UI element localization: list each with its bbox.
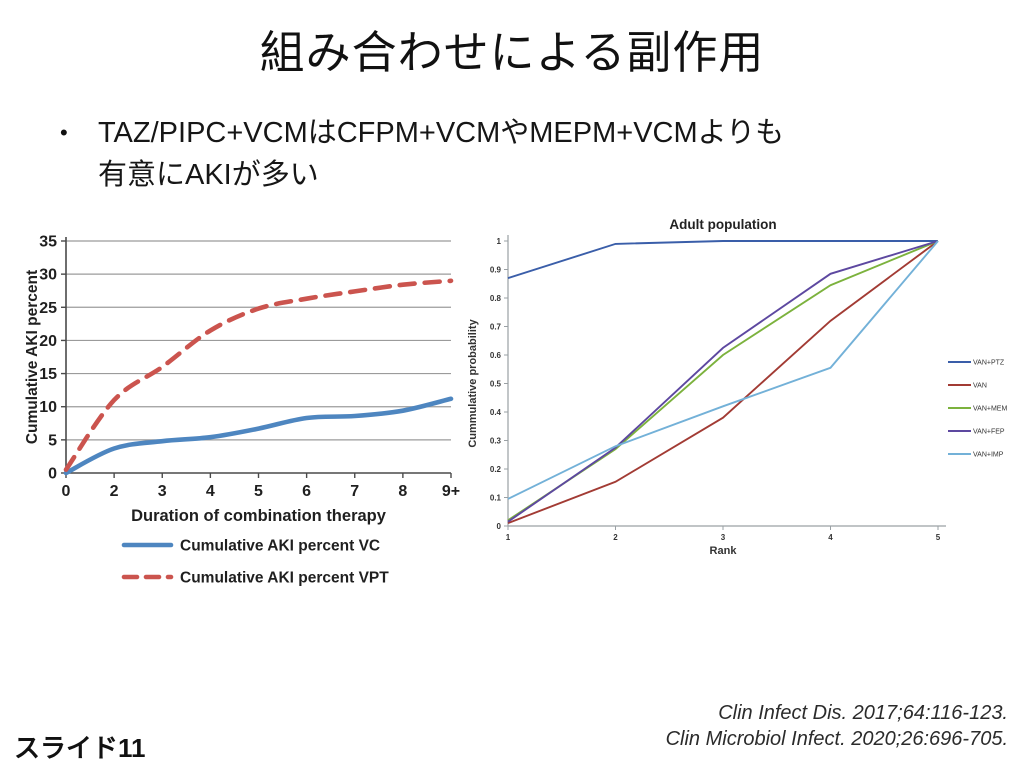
y-tick-label: 0.6 — [490, 351, 502, 360]
bullet-line-1: TAZ/PIPC+VCMはCFPM+VCMやMEPM+VCMよりも — [98, 117, 785, 149]
x-tick-label: 5 — [254, 483, 263, 500]
x-tick-label: 4 — [828, 533, 833, 542]
y-tick-label: 0.5 — [490, 380, 502, 389]
legend-label: VAN — [973, 383, 987, 390]
bullet-item: • TAZ/PIPC+VCMはCFPM+VCMやMEPM+VCMよりも 有意にA… — [60, 112, 784, 196]
citation-line-2: Clin Microbiol Infect. 2020;26:696-705. — [665, 728, 1008, 750]
x-tick-label: 8 — [398, 483, 407, 500]
series-line — [507, 240, 939, 524]
y-tick-label: 0.8 — [490, 294, 502, 303]
x-axis-title: Duration of combination therapy — [131, 507, 387, 525]
aki-duration-chart: 0 5 10 15 20 25 30 35 0 2 3 4 5 6 7 8 9+ Duration of comb… — [24, 231, 464, 605]
y-tick-label: 35 — [39, 234, 57, 251]
x-tick-label: 3 — [158, 483, 167, 500]
x-tick-label: 6 — [302, 483, 311, 500]
series-line — [63, 396, 454, 476]
series-line — [507, 240, 939, 500]
y-tick-label: 10 — [39, 399, 57, 416]
y-tick-label: 30 — [39, 267, 57, 284]
y-tick-label: 25 — [39, 300, 57, 317]
x-tick-label: 5 — [936, 533, 941, 542]
legend-label: VAN+FEP — [973, 429, 1005, 436]
x-tick-label: 9+ — [442, 483, 460, 500]
y-tick-label: 0.1 — [490, 494, 502, 503]
slide-title: 組み合わせによる副作用 — [259, 27, 765, 78]
y-tick-label: 20 — [39, 333, 57, 350]
y-tick-label: 15 — [39, 366, 57, 383]
y-tick-label: 5 — [48, 432, 57, 449]
y-axis-title: Cummulative probability — [467, 318, 479, 447]
series-line — [63, 278, 454, 472]
y-tick-label: 0 — [48, 466, 57, 483]
y-tick-label: 0.2 — [490, 465, 502, 474]
adult-population-rank-chart-svg: Adult population 0 0.1 0.2 0.3 0.4 0.5 0.6 0.7 0.… — [467, 217, 1007, 557]
x-tick-label: 0 — [62, 483, 71, 500]
citation-line-1: Clin Infect Dis. 2017;64:116-123. — [718, 702, 1008, 724]
bullet-line-2: 有意にAKIが多い — [98, 159, 319, 191]
bullet-icon: • — [60, 120, 68, 145]
legend-label: Cumulative AKI percent VPT — [180, 570, 389, 587]
x-tick-label: 2 — [110, 483, 119, 500]
x-tick-label: 7 — [350, 483, 359, 500]
y-axis-title: Cumulative AKI percent — [24, 270, 41, 444]
aki-duration-chart-svg: 0 5 10 15 20 25 30 35 0 2 3 4 5 6 7 8 9+ Duration of comb… — [24, 234, 460, 587]
y-tick-label: 0.7 — [490, 323, 502, 332]
adult-population-rank-chart: Adult population 0 0.1 0.2 0.3 0.4 0.5 0.6 0.7 0.… — [462, 203, 1022, 563]
x-tick-label: 2 — [613, 533, 618, 542]
legend-label: VAN+PTZ — [973, 360, 1005, 367]
x-axis-title: Rank — [710, 545, 738, 557]
legend-label: Cumulative AKI percent VC — [180, 538, 380, 555]
series-line — [507, 240, 939, 523]
y-tick-label: 0.9 — [490, 266, 502, 275]
legend-label: VAN+MEM — [973, 406, 1007, 413]
x-tick-label: 3 — [721, 533, 726, 542]
x-tick-label: 4 — [206, 483, 215, 500]
bullet-text: TAZ/PIPC+VCMはCFPM+VCMやMEPM+VCMよりも 有意にAKI… — [98, 112, 784, 196]
citation-block: Clin Infect Dis. 2017;64:116-123. Clin M… — [666, 700, 1008, 752]
x-tick-label: 1 — [506, 533, 511, 542]
series-line — [507, 240, 938, 280]
y-tick-label: 1 — [497, 237, 502, 246]
y-tick-label: 0.4 — [490, 408, 502, 417]
series-line — [507, 240, 939, 522]
y-tick-label: 0 — [497, 522, 502, 531]
legend-label: VAN+IMP — [973, 452, 1004, 459]
slide-number-label: スライド11 — [14, 733, 146, 763]
chart-title: Adult population — [669, 217, 776, 232]
y-tick-label: 0.3 — [490, 437, 502, 446]
